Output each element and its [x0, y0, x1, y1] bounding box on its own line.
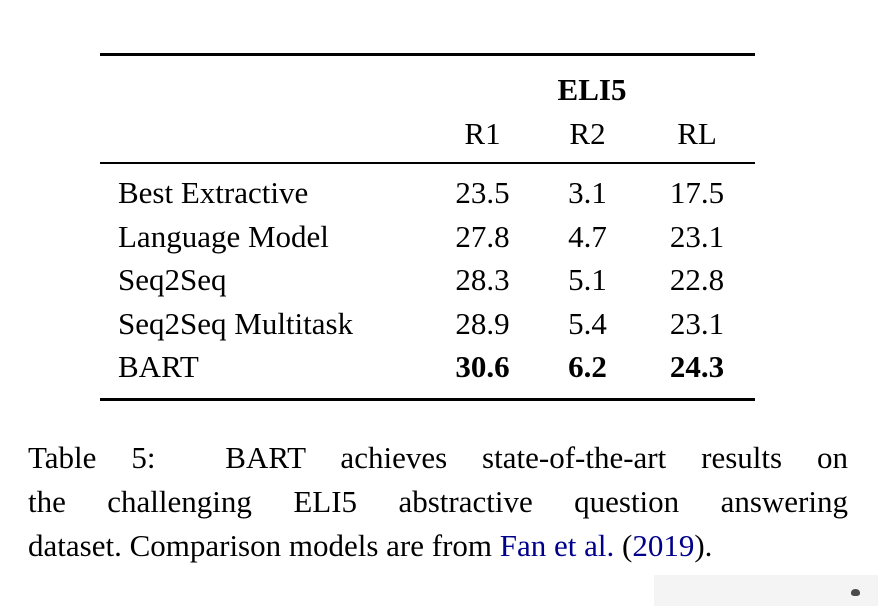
table-row-bart-best: BART 30.6 6.2 24.3 [100, 345, 755, 389]
metric-value-r1: 30.6 [455, 349, 510, 384]
metric-value-rl: 17.5 [669, 175, 725, 210]
header-spacer [100, 68, 430, 112]
metric-value-r2: 3.1 [568, 175, 607, 210]
column-header-r2: R2 [569, 116, 606, 151]
metric-value-rl: 24.3 [669, 349, 725, 384]
metric-value-rl: 23.1 [669, 305, 725, 341]
caption-line-1: Table 5: BART achieves state-of-the-art … [28, 440, 848, 475]
metric-value-rl: 23.1 [669, 218, 725, 254]
column-header-r1: R1 [464, 116, 501, 151]
row-label: BART [118, 349, 199, 384]
metric-value-r1: 28.9 [455, 305, 510, 341]
table-caption: Table 5: BART achieves state-of-the-art … [28, 436, 848, 568]
row-label: Seq2Seq Multitask [118, 305, 354, 341]
row-label: Seq2Seq [118, 262, 227, 297]
citation-year-link[interactable]: 2019 [632, 528, 695, 563]
metric-value-r2: 5.4 [568, 305, 607, 341]
metric-value-r2: 4.7 [568, 218, 607, 254]
caption-text: dataset. Comparison models are from [28, 528, 500, 563]
metric-value-r2: 6.2 [568, 349, 607, 384]
table-body: Best Extractive 23.5 3.1 17.5 Language M… [100, 164, 755, 398]
citation-link[interactable]: Fan et al. [499, 528, 615, 563]
caption-line-2: the challenging ELI5 abstractive questio… [28, 484, 848, 519]
table-row: Seq2Seq 28.3 5.1 22.8 [100, 258, 755, 302]
table-header: ELI5 R1 R2 RL [100, 56, 755, 164]
cursor-dot [851, 589, 860, 596]
metric-value-r1: 28.3 [455, 262, 510, 297]
dataset-group-header: ELI5 [557, 72, 627, 107]
column-header-rl: RL [677, 116, 717, 151]
header-spacer [100, 112, 430, 156]
metric-value-r1: 27.8 [455, 218, 510, 254]
table-row: Best Extractive 23.5 3.1 17.5 [100, 171, 755, 215]
caption-line-3: dataset. Comparison models are from Fan … [28, 524, 848, 568]
metric-value-r1: 23.5 [455, 175, 510, 210]
table-row: Language Model 27.8 4.7 23.1 [100, 215, 755, 259]
caption-text: ( [614, 528, 633, 563]
metric-value-rl: 22.8 [669, 262, 725, 297]
row-label: Language Model [118, 218, 329, 254]
row-label: Best Extractive [118, 175, 309, 210]
group-header-row: ELI5 [100, 68, 755, 112]
metric-value-r2: 5.1 [568, 262, 607, 297]
caption-text: ). [694, 528, 713, 563]
results-table: ELI5 R1 R2 RL Best Extractive 23.5 3.1 1… [100, 53, 755, 401]
table-row: Seq2Seq Multitask 28.9 5.4 23.1 [100, 302, 755, 346]
screen-artifact [654, 575, 878, 606]
column-header-row: R1 R2 RL [100, 112, 755, 156]
